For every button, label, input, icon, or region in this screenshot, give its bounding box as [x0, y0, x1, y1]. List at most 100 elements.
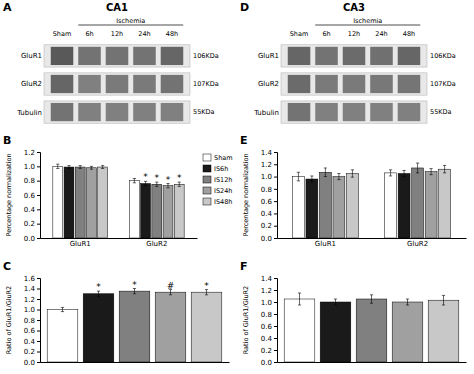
legend-swatch — [203, 187, 211, 194]
y-tick-label: 1.0 — [261, 299, 272, 307]
legend-swatch — [203, 165, 211, 172]
bar — [346, 174, 358, 239]
kda-label: 107KDa — [193, 80, 219, 88]
row-label: GluR2 — [258, 80, 279, 88]
y-tick-label: 0.0 — [261, 359, 272, 367]
bar — [428, 300, 459, 362]
y-tick-mark — [274, 201, 277, 202]
sig-labels: **** — [143, 172, 182, 184]
legend-label: IS12h — [214, 176, 232, 184]
bar-panel: EPercentage normalizationGluR1GluR20.00.… — [240, 134, 467, 248]
x-tick-label: GluR2 — [407, 240, 428, 248]
y-tick-label: 1.2 — [261, 161, 272, 169]
kda-label: 107KDa — [430, 80, 456, 88]
column-label: 48h — [403, 30, 415, 38]
y-tick: 0.2 — [261, 222, 277, 230]
y-axis: 0.00.20.40.60.81.01.21.4 — [261, 275, 278, 367]
y-tick: 0.0 — [261, 235, 277, 243]
y-tick-label: 0.0 — [24, 235, 35, 243]
bar — [86, 168, 96, 238]
bar — [439, 169, 451, 238]
bar — [306, 179, 318, 238]
bar — [83, 294, 114, 362]
kda-label: 106KDa — [193, 52, 219, 60]
y-tick: 0.6 — [261, 198, 277, 206]
error-bar — [297, 172, 300, 181]
column-label: 12h — [111, 30, 123, 38]
blot-panel: ACA1IschemiaSham6h12h24h48hGluR1106KDaGl… — [3, 1, 219, 123]
blot-strip — [281, 101, 427, 123]
y-tick-label: 0.2 — [261, 347, 272, 355]
blot-band — [288, 75, 311, 93]
y-tick-mark — [37, 195, 40, 196]
row-label: GluR1 — [258, 52, 279, 60]
blot-band — [370, 75, 393, 93]
error-bar — [334, 299, 337, 305]
y-tick-label: 0.8 — [261, 311, 272, 319]
kda-label: 55KDa — [430, 108, 452, 116]
panel-label: E — [240, 134, 248, 147]
annotation: Ischemia — [116, 17, 145, 25]
bar — [191, 292, 222, 362]
x-tick-label: GluR1 — [70, 240, 91, 248]
bar-panel: BPercentage normalization****GluR1GluR20… — [3, 134, 233, 248]
y-tick-mark — [274, 314, 277, 315]
y-tick-mark — [274, 213, 277, 214]
kda-label: 55KDa — [193, 108, 215, 116]
blot-strip — [44, 45, 190, 67]
y-tick-label: 0.4 — [261, 335, 273, 343]
y-tick-mark — [37, 238, 40, 239]
x-axis: GluR1GluR2 — [278, 238, 467, 248]
y-tick: 1.2 — [24, 296, 40, 304]
y-tick: 0.2 — [261, 347, 277, 355]
error-bar — [324, 168, 327, 177]
plot-area — [292, 163, 450, 238]
bar — [412, 168, 424, 238]
x-tick-label: GluR2 — [146, 240, 167, 248]
error-bar — [298, 293, 301, 305]
blot-band — [315, 47, 338, 65]
blot-band — [370, 47, 393, 65]
bar — [385, 173, 397, 238]
row-label: Tubulin — [16, 109, 42, 117]
error-bar — [310, 176, 313, 182]
blot-strip — [44, 73, 190, 95]
y-tick-mark — [274, 338, 277, 339]
panel-label: D — [240, 1, 249, 14]
y-tick-mark — [274, 278, 277, 279]
error-bar — [337, 174, 340, 180]
y-tick-mark — [37, 310, 40, 311]
panel-label: C — [3, 260, 11, 273]
blot-band — [133, 47, 156, 65]
y-tick-label: 1.2 — [24, 149, 35, 157]
y-tick: 0.4 — [24, 206, 40, 214]
error-bar — [56, 164, 59, 168]
blot-band — [106, 75, 129, 93]
column-label: 24h — [138, 30, 150, 38]
bar — [119, 291, 150, 362]
blot-band — [343, 47, 366, 65]
sig-label: # — [167, 281, 175, 291]
y-tick-label: 0.4 — [24, 206, 36, 214]
blot-band — [398, 75, 421, 93]
x-axis — [41, 362, 230, 363]
blot-band — [343, 75, 366, 93]
y-tick-mark — [274, 152, 277, 153]
y-tick: 0.4 — [261, 210, 277, 218]
y-tick: 0.0 — [24, 235, 40, 243]
column-label: 6h — [85, 30, 93, 38]
blot-band — [78, 103, 101, 121]
blot-panel: DCA3IschemiaSham6h12h24h48hGluR1106KDaGl… — [240, 1, 456, 123]
y-axis-title: Ratio of GluR1/GluR2 — [5, 286, 13, 355]
error-bar — [79, 166, 82, 169]
bar — [425, 172, 437, 238]
y-axis-line — [37, 279, 41, 363]
y-tick-mark — [37, 152, 40, 153]
y-tick: 0.0 — [24, 359, 40, 367]
blot-band — [370, 103, 393, 121]
panel-label: B — [3, 134, 11, 147]
figure: ACA1IschemiaSham6h12h24h48hGluR1106KDaGl… — [0, 0, 474, 374]
y-tick: 1.4 — [261, 149, 277, 157]
x-tick: GluR1 — [70, 238, 91, 248]
y-tick: 1.6 — [24, 275, 40, 283]
